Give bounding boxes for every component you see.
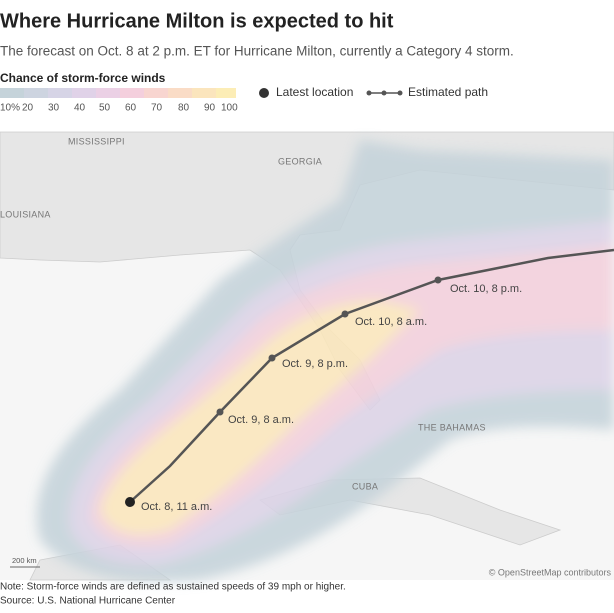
attribution: © OpenStreetMap contributors bbox=[489, 567, 612, 577]
place-label: THE BAHAMAS bbox=[418, 422, 486, 432]
path-point-label: Oct. 10, 8 a.m. bbox=[355, 316, 427, 328]
path-point-label: Oct. 10, 8 p.m. bbox=[450, 283, 522, 295]
note: Note: Storm-force winds are defined as s… bbox=[0, 582, 346, 593]
path-icon bbox=[366, 90, 403, 96]
scale-label: 20 bbox=[22, 103, 34, 114]
color-scale bbox=[0, 88, 236, 98]
scale-label: 90 bbox=[204, 103, 216, 114]
latest-location-icon bbox=[259, 88, 269, 98]
scale-label: 40 bbox=[74, 103, 86, 114]
place-label: MISSISSIPPI bbox=[68, 136, 125, 146]
path-point-label: Oct. 9, 8 a.m. bbox=[228, 414, 294, 426]
title: Where Hurricane Milton is expected to hi… bbox=[0, 10, 394, 32]
path-point-label: Oct. 9, 8 p.m. bbox=[282, 358, 348, 370]
legend-title: Chance of storm-force winds bbox=[0, 71, 166, 85]
subtitle: The forecast on Oct. 8 at 2 p.m. ET for … bbox=[0, 44, 514, 59]
scale-label: 60 bbox=[125, 103, 137, 114]
scale-label: 70 bbox=[151, 103, 163, 114]
place-label: CUBA bbox=[352, 481, 378, 491]
scale-label: 30 bbox=[48, 103, 60, 114]
estimated-path-label: Estimated path bbox=[408, 85, 488, 99]
latest-location-label: Latest location bbox=[276, 85, 353, 99]
scale-label: 50 bbox=[99, 103, 111, 114]
path-point-label: Oct. 8, 11 a.m. bbox=[141, 501, 212, 513]
estimated-path bbox=[125, 248, 614, 507]
scale-label: 10% bbox=[0, 103, 20, 114]
map: MISSISSIPPI GEORGIA LOUISIANA THE BAHAMA… bbox=[0, 131, 614, 582]
scale-label: 200 km bbox=[12, 556, 37, 565]
place-label: GEORGIA bbox=[278, 156, 322, 166]
scale-label: 80 bbox=[178, 103, 190, 114]
source: Source: U.S. National Hurricane Center bbox=[0, 596, 176, 607]
scale-label: 100 bbox=[221, 103, 238, 114]
place-label: LOUISIANA bbox=[0, 209, 51, 219]
